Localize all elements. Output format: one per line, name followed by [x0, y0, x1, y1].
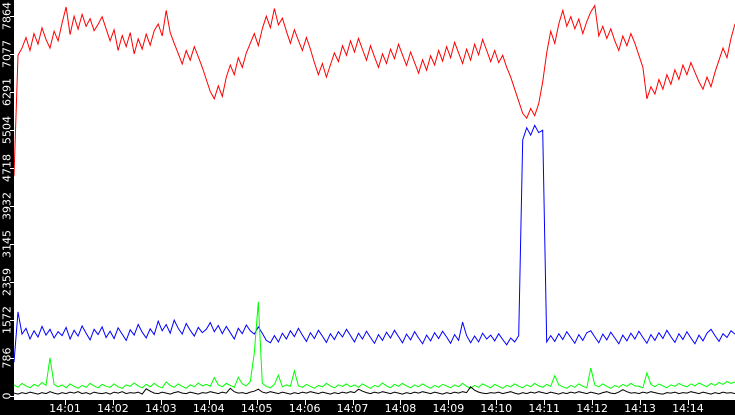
series-blue-line	[14, 124, 735, 363]
x-tick-label: 14:02	[97, 402, 129, 415]
x-tick-mark	[304, 400, 306, 405]
y-tick-label: 4718	[0, 154, 13, 183]
x-tick-mark	[400, 400, 402, 405]
x-tick-mark	[448, 400, 450, 405]
x-tick-mark	[592, 400, 594, 405]
x-tick-label: 14:04	[192, 402, 225, 415]
y-tick-label: 7864	[0, 2, 13, 30]
x-tick-label: 14:12	[576, 402, 608, 415]
x-tick-label: 14:07	[336, 402, 369, 415]
y-tick-mark	[10, 205, 14, 207]
x-tick-label: 14:06	[288, 402, 321, 415]
x-tick-mark	[640, 400, 642, 405]
y-axis-band: 0 786 1572 2359 3145 3932 4718 5504 6291 7077 7864	[0, 0, 14, 415]
y-tick-label: 6291	[0, 78, 13, 106]
x-tick-label: 14:11	[528, 402, 561, 415]
plot-area	[14, 4, 735, 395]
x-tick-mark	[112, 400, 114, 405]
x-tick-label: 14:14	[672, 402, 704, 415]
series-black-line	[14, 386, 735, 395]
y-tick-mark	[10, 319, 14, 321]
x-tick-mark	[256, 400, 258, 405]
series-red-line	[14, 4, 735, 177]
x-axis-band: 14:01 14:02 14:03 14:04 14:05 14:06 14:07 14:08…	[0, 400, 735, 415]
y-tick-label: 7077	[0, 40, 13, 69]
x-tick-mark	[496, 400, 498, 405]
x-tick-mark	[544, 400, 546, 405]
x-tick-label: 14:08	[384, 402, 417, 415]
x-tick-label: 14:03	[144, 402, 177, 415]
y-tick-mark	[10, 91, 14, 93]
x-tick-mark	[65, 400, 66, 405]
y-tick-label: 5504	[0, 116, 13, 145]
y-tick-label: 1572	[0, 306, 13, 335]
y-tick-label: 786	[0, 347, 13, 369]
x-tick-label: 14:13	[624, 402, 656, 415]
y-tick-mark	[10, 281, 14, 283]
y-tick-mark	[10, 243, 14, 245]
x-tick-mark	[687, 400, 689, 405]
x-tick-label: 14:09	[432, 402, 465, 415]
x-tick-mark	[160, 400, 162, 405]
x-tick-mark	[208, 400, 210, 405]
y-tick-mark	[10, 357, 14, 359]
series-green-line	[14, 301, 735, 389]
y-tick-mark	[10, 129, 14, 131]
y-tick-label: 2359	[0, 268, 13, 296]
x-tick-mark	[352, 400, 354, 405]
y-tick-label: 3932	[0, 192, 13, 220]
y-tick-label: 0	[0, 392, 13, 400]
x-tick-label: 14:10	[480, 402, 513, 415]
x-tick-label: 14:01	[49, 402, 81, 415]
y-tick-mark	[10, 15, 14, 17]
x-tick-label: 14:05	[240, 402, 273, 415]
y-tick-mark	[10, 167, 14, 169]
y-tick-mark	[10, 53, 14, 55]
y-tick-label: 3145	[0, 230, 13, 259]
y-tick-mark	[10, 395, 14, 397]
